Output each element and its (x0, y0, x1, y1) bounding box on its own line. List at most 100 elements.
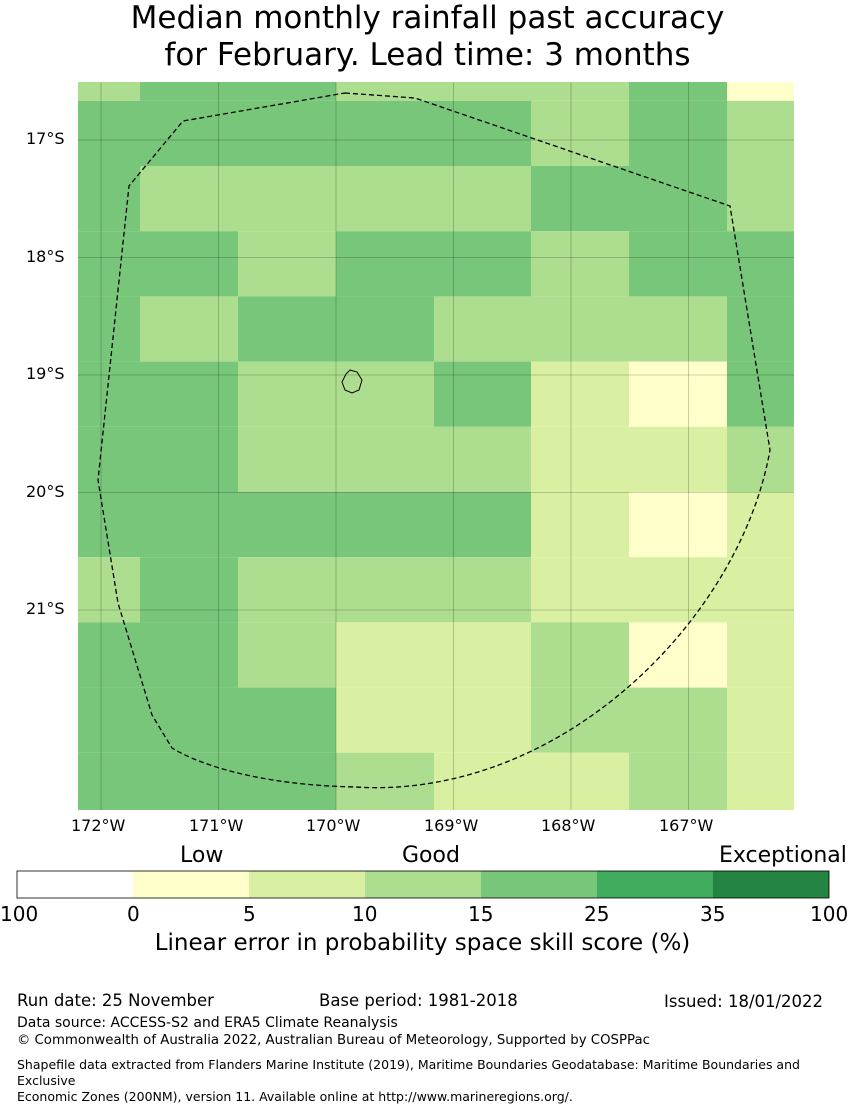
grid-cell (336, 231, 434, 297)
grid-cell (629, 492, 727, 558)
grid-cell (336, 492, 434, 558)
colorbar-tick: 10 (352, 902, 378, 926)
copyright-notice: © Commonwealth of Australia 2022, Austra… (17, 1033, 650, 1048)
grid-cell (140, 166, 238, 232)
grid-cell (238, 361, 336, 427)
colorbar-tick: 100 (0, 902, 39, 926)
shapefile-credit-line-1: Shapefile data extracted from Flanders M… (17, 1057, 800, 1088)
grid-cell (78, 231, 140, 297)
grid-cell (727, 752, 794, 810)
grid-cell (238, 296, 336, 362)
grid-cell (434, 752, 531, 810)
grid-cell (629, 687, 727, 753)
grid-cell (629, 231, 727, 297)
grid-cell (531, 296, 629, 362)
grid-cell (629, 296, 727, 362)
grid-cell (531, 687, 629, 753)
grid-cell (238, 426, 336, 492)
grid-cell (336, 82, 434, 101)
colorbar-segment-0-5 (133, 871, 249, 898)
grid-cell (531, 100, 629, 166)
grid-cell (140, 82, 238, 101)
grid-cell (336, 100, 434, 166)
grid-cell (727, 166, 794, 232)
grid-cell (727, 231, 794, 297)
base-period: Base period: 1981-2018 (319, 991, 518, 1010)
niue-island-outline (341, 369, 363, 394)
lon-label-171w: 171°W (189, 816, 244, 835)
grid-cell (140, 492, 238, 558)
grid-cell (531, 557, 629, 623)
colorbar-tick: 100 (810, 902, 849, 926)
colorbar (16, 870, 830, 899)
grid-cell (336, 426, 434, 492)
grid-cell (238, 622, 336, 688)
lon-label-167w: 167°W (659, 816, 714, 835)
colorbar-segment-35-100 (713, 871, 829, 898)
grid-cell (238, 166, 336, 232)
grid-cell (727, 100, 794, 166)
lat-label-17s: 17°S (26, 129, 65, 148)
grid-cell (336, 361, 434, 427)
grid-cell (434, 296, 531, 362)
grid-cell (238, 492, 336, 558)
grid-cell (140, 687, 238, 753)
grid-cell (336, 296, 434, 362)
grid-cell (727, 82, 794, 101)
category-good: Good (402, 843, 460, 868)
grid-cell (336, 752, 434, 810)
category-low: Low (180, 843, 224, 868)
colorbar-segment-15-25 (481, 871, 597, 898)
grid-cell (434, 231, 531, 297)
colorbar-segment-5-10 (249, 871, 365, 898)
grid-cell (434, 361, 531, 427)
grid-cell (140, 231, 238, 297)
grid-cell (434, 166, 531, 232)
grid-cell (78, 687, 140, 753)
grid-cell (434, 100, 531, 166)
lat-label-19s: 19°S (26, 364, 65, 383)
grid-cell (629, 82, 727, 101)
grid-cell (727, 557, 794, 623)
grid-cell (336, 622, 434, 688)
skill-grid (78, 82, 794, 810)
grid-cell (336, 557, 434, 623)
grid-cell (78, 100, 140, 166)
grid-cell (629, 361, 727, 427)
grid-cell (238, 687, 336, 753)
grid-cell (238, 100, 336, 166)
grid-cell (78, 622, 140, 688)
grid-cell (434, 687, 531, 753)
grid-cell (140, 622, 238, 688)
grid-cell (531, 752, 629, 810)
grid-cell (78, 361, 140, 427)
grid-cell (78, 166, 140, 232)
grid-cell (78, 557, 140, 623)
eez-boundary (97, 92, 771, 789)
grid-cell (238, 557, 336, 623)
grid-cell (727, 622, 794, 688)
grid-cell (531, 492, 629, 558)
category-exceptional: Exceptional (719, 843, 847, 868)
run-date: Run date: 25 November (17, 991, 214, 1010)
shapefile-credit-line-2: Economic Zones (200NM), version 11. Avai… (17, 1089, 573, 1104)
grid-cell (336, 687, 434, 753)
grid-cell (78, 426, 140, 492)
grid-cell (78, 82, 140, 101)
grid-cell (78, 296, 140, 362)
colorbar-tick: 0 (127, 902, 140, 926)
grid-cell (434, 557, 531, 623)
grid-cell (434, 82, 531, 101)
data-source: Data source: ACCESS-S2 and ERA5 Climate … (17, 1015, 398, 1031)
grid-cell (531, 231, 629, 297)
grid-cell (629, 752, 727, 810)
colorbar-tick: 25 (584, 902, 610, 926)
lat-label-20s: 20°S (26, 482, 65, 501)
grid-cell (629, 622, 727, 688)
grid-cell (629, 426, 727, 492)
grid-cell (531, 426, 629, 492)
lon-label-168w: 168°W (541, 816, 596, 835)
colorbar-tick: 35 (700, 902, 726, 926)
grid-cell (140, 100, 238, 166)
grid-cell (531, 166, 629, 232)
